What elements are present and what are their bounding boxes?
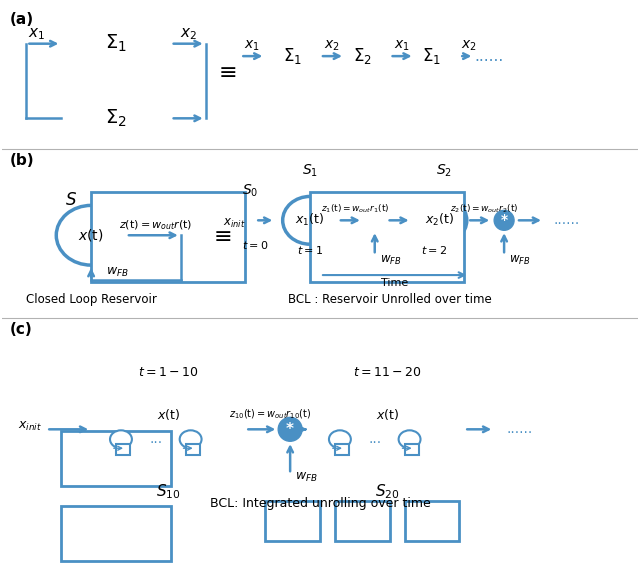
Text: $w_{FB}$: $w_{FB}$ [380,253,401,267]
Text: $\mathit{x}_1$: $\mathit{x}_1$ [244,39,260,53]
Text: Time: Time [381,278,408,288]
Text: $z(\mathrm{t}) = w_{out}r(\mathrm{t})$: $z(\mathrm{t}) = w_{out}r(\mathrm{t})$ [119,219,193,232]
Ellipse shape [180,430,202,448]
Text: $\mathit{\Sigma}_2$: $\mathit{\Sigma}_2$ [105,108,127,129]
Text: $\mathit{x}_{init}$: $\mathit{x}_{init}$ [223,217,245,230]
Text: $w_{FB}$: $w_{FB}$ [106,265,129,279]
Text: $\mathit{x}_2$(t): $\mathit{x}_2$(t) [425,212,454,228]
Text: $S_1$: $S_1$ [302,162,318,179]
Ellipse shape [329,430,351,448]
FancyBboxPatch shape [404,444,419,455]
FancyBboxPatch shape [61,506,171,561]
Text: (b): (b) [10,153,34,168]
Text: $z_{10}(\mathrm{t})=w_{out}r_{10}(\mathrm{t})$: $z_{10}(\mathrm{t})=w_{out}r_{10}(\mathr… [229,407,312,421]
Text: $\equiv$: $\equiv$ [214,61,237,81]
Ellipse shape [110,430,132,448]
Text: $S_{10}$: $S_{10}$ [156,483,180,501]
Text: $z_2(\mathrm{t})=w_{out}r_2(\mathrm{t})$: $z_2(\mathrm{t})=w_{out}r_2(\mathrm{t})$ [450,202,518,215]
Text: $\mathit{x}_2$: $\mathit{x}_2$ [461,39,477,53]
Text: $S_0$: $S_0$ [242,182,259,198]
Text: $t = 1 - 10$: $t = 1 - 10$ [138,366,198,379]
Text: $\mathit{x}_1$: $\mathit{x}_1$ [28,26,45,42]
FancyBboxPatch shape [335,501,390,541]
Text: $\mathit{\Sigma}_1$: $\mathit{\Sigma}_1$ [422,46,442,66]
Text: $\mathit{x}_1$: $\mathit{x}_1$ [394,39,410,53]
Text: $\mathit{\Sigma}_1$: $\mathit{\Sigma}_1$ [283,46,302,66]
Text: *: * [286,422,294,437]
Text: BCL : Reservoir Unrolled over time: BCL : Reservoir Unrolled over time [288,294,492,306]
Text: ......: ...... [506,422,532,436]
Text: ......: ...... [554,213,580,227]
Text: ......: ...... [474,48,504,63]
Text: (a): (a) [10,12,34,27]
Text: $w_{FB}$: $w_{FB}$ [295,470,318,484]
Ellipse shape [399,430,420,448]
FancyBboxPatch shape [335,444,349,455]
Text: $t = 2$: $t = 2$ [422,244,447,256]
Text: $\mathit{x}_2$: $\mathit{x}_2$ [180,26,197,42]
Ellipse shape [56,205,126,265]
Text: $t = 0$: $t = 0$ [242,239,268,251]
Text: $\equiv$: $\equiv$ [209,225,232,245]
Text: $w_{FB}$: $w_{FB}$ [509,253,531,267]
Text: $S_2$: $S_2$ [436,162,452,179]
FancyBboxPatch shape [265,501,320,541]
Text: $\mathit{x}_1$(t): $\mathit{x}_1$(t) [296,212,324,228]
Text: $t = 11 - 20$: $t = 11 - 20$ [353,366,422,379]
FancyBboxPatch shape [404,501,460,541]
Text: $\mathit{x}_2$: $\mathit{x}_2$ [324,39,340,53]
Ellipse shape [283,196,337,244]
Text: (c): (c) [10,323,32,338]
Circle shape [365,211,385,230]
Text: BCL: Integrated unrolling over time: BCL: Integrated unrolling over time [210,497,430,511]
Text: ...: ... [368,432,381,446]
Text: *: * [371,213,378,227]
Circle shape [278,417,302,441]
Text: $\mathit{\Sigma}_1$: $\mathit{\Sigma}_1$ [105,33,127,54]
Text: $\mathit{\Sigma}_2$: $\mathit{\Sigma}_2$ [353,46,372,66]
Text: $z_1(\mathrm{t})=w_{out}r_1(\mathrm{t})$: $z_1(\mathrm{t})=w_{out}r_1(\mathrm{t})$ [321,202,389,215]
Text: $S$: $S$ [65,192,77,209]
Text: ...: ... [149,432,163,446]
FancyBboxPatch shape [61,432,171,486]
FancyBboxPatch shape [310,193,464,282]
Ellipse shape [412,196,467,244]
FancyBboxPatch shape [116,444,130,455]
Text: $\mathit{x}_{init}$: $\mathit{x}_{init}$ [17,420,42,433]
Text: Closed Loop Reservoir: Closed Loop Reservoir [26,294,157,306]
FancyBboxPatch shape [186,444,200,455]
Text: $S_{20}$: $S_{20}$ [375,483,399,501]
Text: $\mathit{x}$(t): $\mathit{x}$(t) [157,407,180,422]
Circle shape [494,211,514,230]
FancyBboxPatch shape [91,193,245,282]
Text: *: * [500,213,508,227]
Text: $t = 1$: $t = 1$ [297,244,323,256]
Text: $\mathit{x}$(t): $\mathit{x}$(t) [376,407,399,422]
Text: $\mathit{x}$(t): $\mathit{x}$(t) [78,227,104,243]
